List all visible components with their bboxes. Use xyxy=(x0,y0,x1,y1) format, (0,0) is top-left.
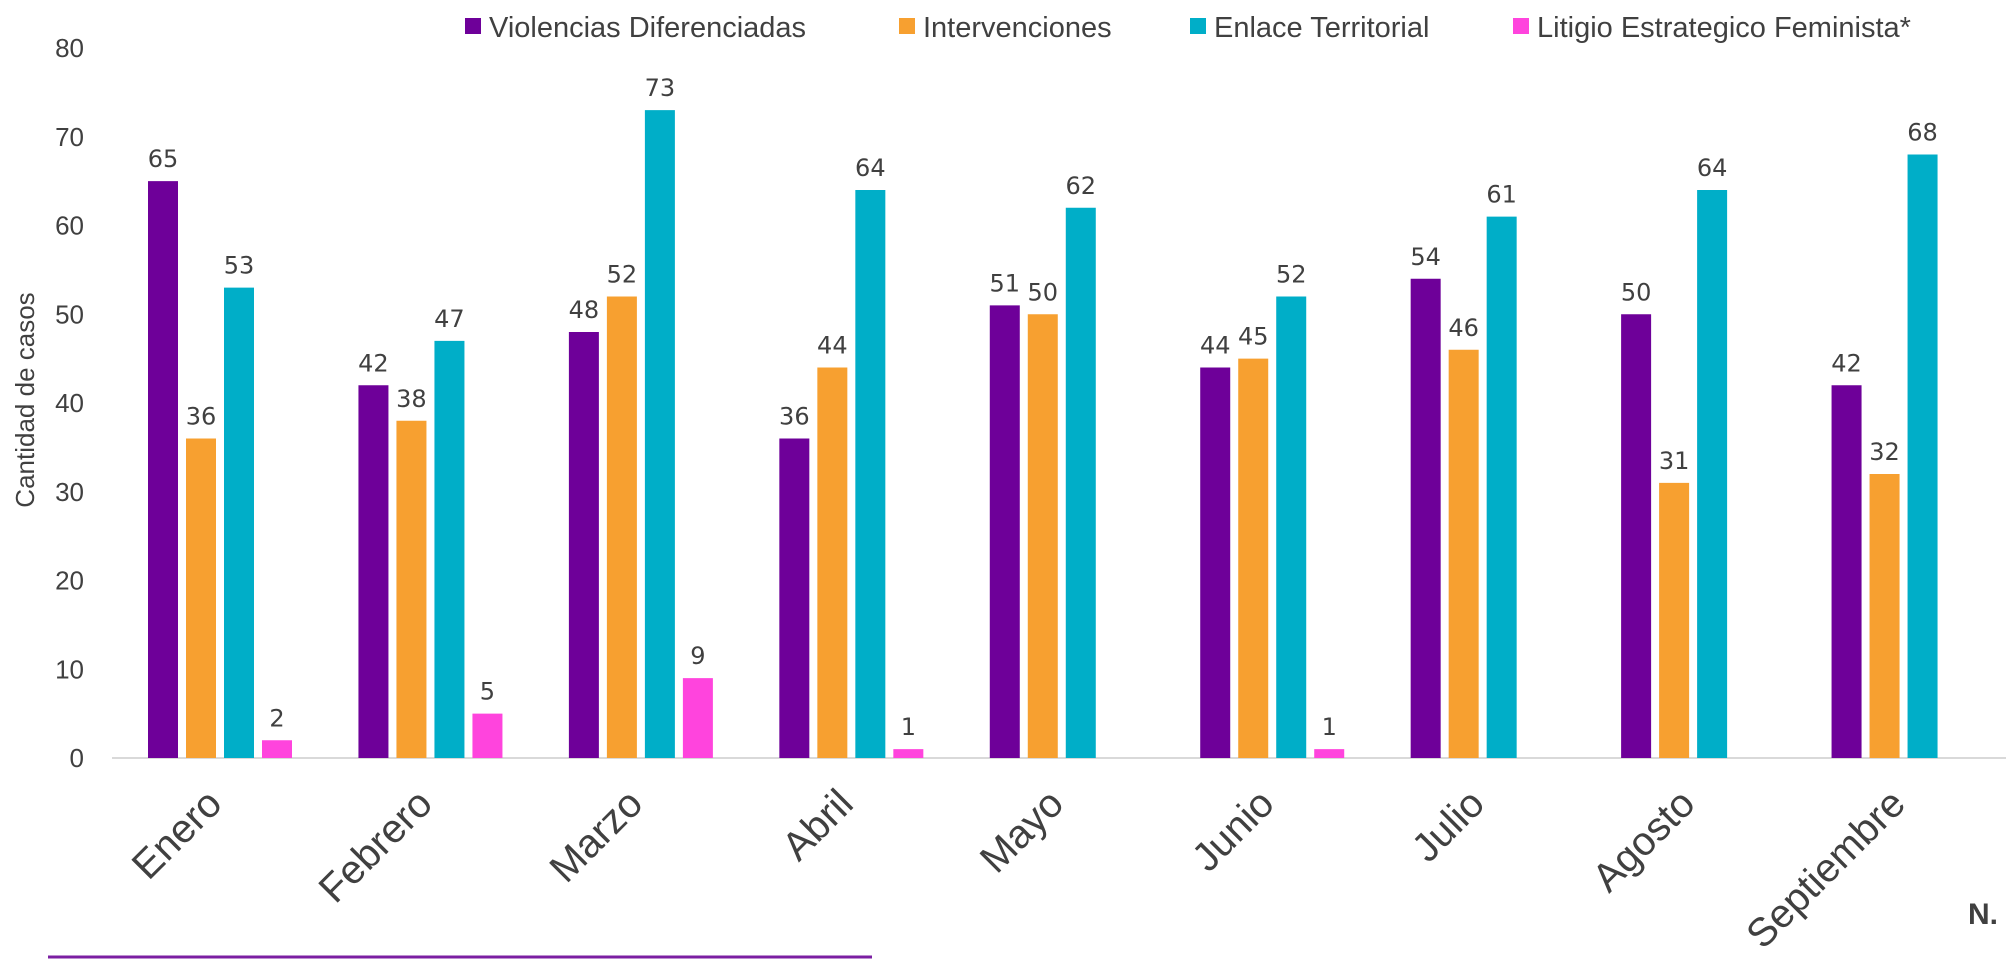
data-label: 44 xyxy=(817,332,848,360)
data-label: 53 xyxy=(224,252,255,280)
x-tick-label: Mayo xyxy=(972,781,1072,881)
bar-intervenciones-julio xyxy=(1448,349,1479,758)
data-label: 36 xyxy=(186,403,217,431)
data-label: 38 xyxy=(396,385,427,413)
y-tick-label: 0 xyxy=(70,743,84,773)
y-tick-label: 40 xyxy=(55,388,84,418)
x-tick-label: Septiembre xyxy=(1738,781,1914,957)
x-tick-label: Julio xyxy=(1404,781,1493,870)
x-tick-label: Agosto xyxy=(1584,781,1703,900)
legend-swatch-enlace-territorial xyxy=(1190,18,1206,34)
legend-label-litigio-estrategico-feminista: Litigio Estrategico Feminista* xyxy=(1537,12,1911,44)
bar-enlace-territorial-agosto xyxy=(1697,190,1728,758)
bar-enlace-territorial-septiembre xyxy=(1907,154,1938,758)
data-label: 42 xyxy=(358,349,389,377)
data-label: 5 xyxy=(480,678,495,706)
data-label: 48 xyxy=(569,296,600,324)
bar-litigio-estrategico-feminista-marzo xyxy=(682,678,713,758)
data-label: 46 xyxy=(1448,314,1479,342)
bar-violencias-diferenciadas-marzo xyxy=(568,332,599,758)
bar-enlace-territorial-mayo xyxy=(1065,207,1096,758)
y-axis-label: Cantidad de casos xyxy=(10,292,40,507)
y-axis-ticks: 0 10 20 30 40 50 60 70 80 xyxy=(55,33,84,773)
bar-violencias-diferenciadas-junio xyxy=(1200,367,1231,758)
bar-violencias-diferenciadas-agosto xyxy=(1621,314,1652,758)
data-label: 44 xyxy=(1200,332,1231,360)
data-label: 2 xyxy=(269,704,284,732)
bar-enlace-territorial-abril xyxy=(855,190,886,758)
bar-intervenciones-abril xyxy=(817,367,848,758)
legend-label-enlace-territorial: Enlace Territorial xyxy=(1214,12,1429,44)
bar-intervenciones-septiembre xyxy=(1869,474,1900,758)
y-tick-label: 80 xyxy=(55,33,84,63)
data-label: 52 xyxy=(1276,261,1307,289)
bar-enlace-territorial-junio xyxy=(1276,296,1307,758)
legend-label-violencias-diferenciadas: Violencias Diferenciadas xyxy=(489,12,806,44)
bar-intervenciones-febrero xyxy=(396,420,427,758)
y-tick-label: 20 xyxy=(55,566,84,596)
y-tick-label: 70 xyxy=(55,122,84,152)
data-label: 54 xyxy=(1410,243,1441,271)
bar-litigio-estrategico-feminista-enero xyxy=(262,740,292,758)
data-label: 61 xyxy=(1486,181,1517,209)
y-tick-label: 10 xyxy=(55,654,84,684)
data-label: 51 xyxy=(990,269,1021,297)
data-label: 50 xyxy=(1621,278,1652,306)
bar-litigio-estrategico-feminista-junio xyxy=(1314,749,1345,758)
bar-enlace-territorial-enero xyxy=(224,287,254,758)
data-label: 52 xyxy=(607,261,638,289)
bar-violencias-diferenciadas-febrero xyxy=(358,385,389,758)
bar-intervenciones-marzo xyxy=(606,296,637,758)
bar-violencias-diferenciadas-julio xyxy=(1410,278,1441,758)
bar-litigio-estrategico-feminista-febrero xyxy=(472,713,503,758)
bar-intervenciones-agosto xyxy=(1659,482,1690,758)
data-label: 1 xyxy=(901,713,916,741)
bar-intervenciones-mayo xyxy=(1027,314,1058,758)
bar-violencias-diferenciadas-mayo xyxy=(989,305,1020,758)
x-tick-label: Marzo xyxy=(542,781,652,891)
y-tick-label: 30 xyxy=(55,477,84,507)
data-label: 9 xyxy=(690,642,705,670)
x-tick-label: Junio xyxy=(1184,781,1283,880)
y-tick-label: 50 xyxy=(55,299,84,329)
y-tick-label: 60 xyxy=(55,211,84,241)
bar-intervenciones-junio xyxy=(1238,358,1269,758)
legend: Violencias Diferenciadas Intervenciones En… xyxy=(465,12,1911,44)
legend-swatch-litigio-estrategico-feminista xyxy=(1513,18,1529,34)
legend-swatch-intervenciones xyxy=(899,18,915,34)
data-label: 50 xyxy=(1028,278,1059,306)
data-label: 64 xyxy=(1697,154,1728,182)
legend-swatch-violencias-diferenciadas xyxy=(465,18,481,34)
bar-violencias-diferenciadas-enero xyxy=(148,181,178,758)
data-label: 42 xyxy=(1831,349,1862,377)
x-axis-ticks: Enero Febrero Marzo Abril Mayo Junio Julio Agos… xyxy=(124,781,1914,957)
bar-enlace-territorial-febrero xyxy=(434,340,465,758)
data-label: 68 xyxy=(1907,119,1938,147)
note-text: N. xyxy=(1968,898,1998,931)
x-tick-label: Enero xyxy=(124,781,231,888)
data-label: 47 xyxy=(434,305,465,333)
legend-label-intervenciones: Intervenciones xyxy=(923,12,1112,44)
bar-enlace-territorial-julio xyxy=(1486,216,1517,758)
bar-litigio-estrategico-feminista-abril xyxy=(893,749,924,758)
bar-enlace-territorial-marzo xyxy=(644,110,675,758)
data-label: 73 xyxy=(645,74,676,102)
bar-violencias-diferenciadas-septiembre xyxy=(1831,385,1862,758)
data-label: 1 xyxy=(1322,713,1337,741)
data-label: 36 xyxy=(779,403,810,431)
bar-violencias-diferenciadas-abril xyxy=(779,438,810,758)
x-tick-label: Febrero xyxy=(311,781,441,911)
x-tick-label: Abril xyxy=(774,781,862,869)
data-label: 64 xyxy=(855,154,886,182)
data-label: 31 xyxy=(1659,447,1690,475)
data-label: 65 xyxy=(148,145,179,173)
data-label: 45 xyxy=(1238,323,1269,351)
bars xyxy=(148,110,1938,758)
data-label: 62 xyxy=(1066,172,1097,200)
bar-intervenciones-enero xyxy=(186,438,216,758)
data-label: 32 xyxy=(1869,438,1900,466)
